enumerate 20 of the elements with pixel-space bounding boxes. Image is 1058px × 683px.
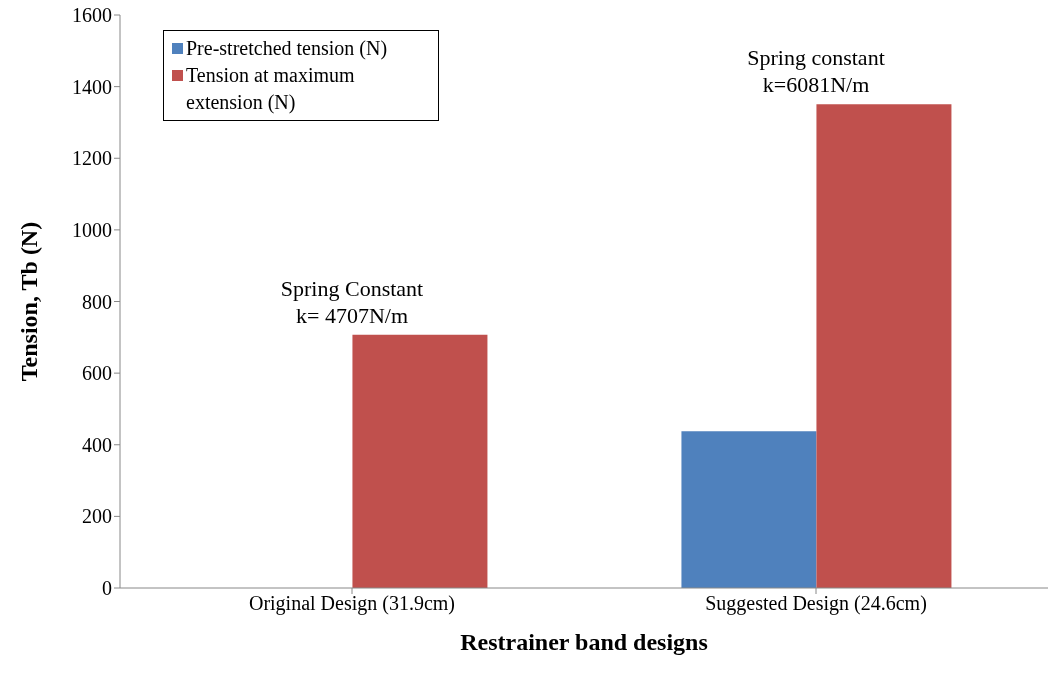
x-tick-label: Suggested Design (24.6cm) [705, 592, 927, 616]
y-tick-label: 400 [82, 433, 112, 456]
legend-label: Pre-stretched tension (N) [186, 36, 388, 62]
y-tick-label: 1400 [72, 75, 112, 98]
bar [816, 104, 952, 588]
y-tick-label: 600 [82, 362, 112, 385]
y-tick-label: 0 [102, 577, 112, 600]
y-tick-label: 1200 [72, 147, 112, 170]
annotation: Spring Constant k= 4707N/m [280, 275, 424, 328]
y-tick-label: 1000 [72, 218, 112, 241]
legend-label: Tension at maximum extension (N) [186, 63, 356, 116]
y-tick-label: 1600 [72, 4, 112, 27]
y-axis-title: Tension, Tb (N) [15, 221, 42, 382]
y-tick-label: 200 [82, 505, 112, 528]
y-tick-label: 800 [82, 290, 112, 313]
annotation: Spring constant k=6081N/m [747, 45, 885, 98]
bar [681, 431, 817, 588]
x-tick-label: Original Design (31.9cm) [248, 592, 456, 616]
x-axis-title: Restrainer band designs [460, 629, 708, 655]
bar [352, 334, 488, 588]
